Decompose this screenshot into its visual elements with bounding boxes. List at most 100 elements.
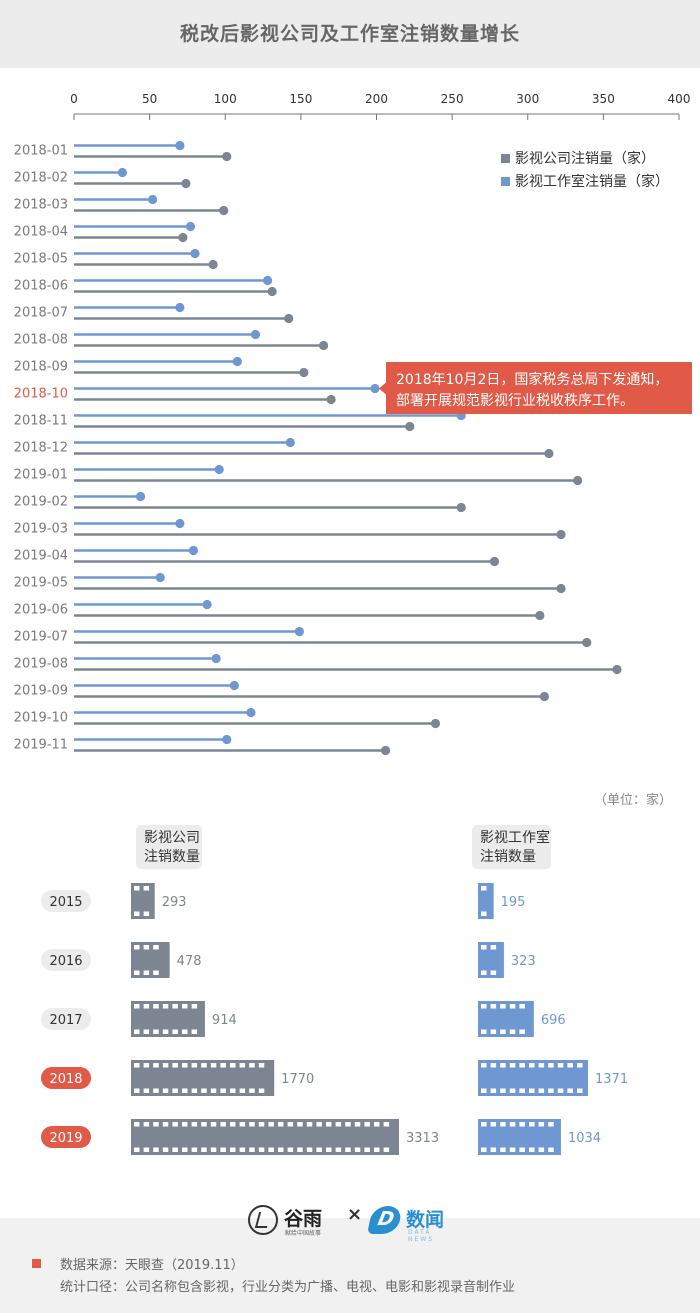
- studio-point-2018-04: [185, 221, 196, 232]
- month-label-2018-09: 2018-09: [14, 360, 68, 375]
- studio-point-2018-08: [250, 329, 261, 340]
- company-bar-2019-hole: [316, 1122, 322, 1127]
- studio-point-2018-07: [175, 302, 185, 313]
- footer-band: [0, 1218, 700, 1313]
- data-source-text: 数据来源：天眼查（2019.11）: [60, 1258, 244, 1273]
- studio-bar-2019-hole: [481, 1147, 487, 1152]
- company-bar-2018-hole: [230, 1088, 236, 1093]
- company-bar-2017-hole: [162, 1029, 169, 1034]
- company-bar-2017-hole: [143, 1004, 150, 1009]
- company-bar-2019-hole: [354, 1122, 361, 1127]
- month-label-2018-10: 2018-10: [14, 387, 68, 402]
- studio-bar-2015-hole: [481, 911, 487, 916]
- unit-note: （单位：家）: [594, 792, 672, 808]
- company-bar-2017-hole: [191, 1029, 198, 1034]
- company-bar-2019-hole: [249, 1147, 255, 1152]
- monthly-lollipop-chart: 0 50 100 150 200 250 300 350 400 2018-01 2018-02 20…: [14, 92, 692, 808]
- company-bar-2019-hole: [383, 1122, 390, 1127]
- studio-bar-2017-hole: [509, 1004, 516, 1009]
- company-point-2019-07: [582, 637, 592, 648]
- studio-point-2019-03: [175, 518, 185, 529]
- studio-bar-2018-hole: [548, 1063, 554, 1068]
- company-bar-2019-hole: [134, 1122, 140, 1127]
- company-bar-2018-hole: [239, 1063, 246, 1068]
- company-bar-2015-hole: [143, 886, 150, 891]
- x-tick-label-350: 350: [592, 92, 615, 106]
- studio-bar-2019-hole: [500, 1147, 506, 1152]
- company-bar-2018-hole: [162, 1063, 169, 1068]
- company-bar-2019-hole: [230, 1147, 236, 1152]
- company-point-2018-01: [222, 151, 232, 162]
- company-point-2018-12: [544, 448, 554, 459]
- year-label-2019: 2019: [49, 1131, 82, 1146]
- shuwen-logo-tagline: DATA NEWS: [408, 1229, 435, 1243]
- company-point-2018-02: [181, 178, 191, 189]
- company-bar-2019-hole: [191, 1122, 198, 1127]
- company-bar-2018-hole: [191, 1063, 198, 1068]
- shuwen-mark-icon: D: [367, 1206, 403, 1234]
- company-bar-2019: [131, 1119, 399, 1155]
- studio-bar-2017-hole: [509, 1029, 516, 1034]
- year-pill-2015: [41, 890, 91, 912]
- studio-value-2015: 195: [501, 895, 526, 910]
- studio-bar-2019-hole: [538, 1122, 545, 1127]
- company-bar-2019-hole: [374, 1147, 380, 1152]
- x-tick-label-250: 250: [441, 92, 464, 106]
- company-bar-2018-hole: [172, 1088, 178, 1093]
- company-bar-2018-hole: [201, 1088, 207, 1093]
- x-tick-label-100: 100: [214, 92, 237, 106]
- company-bar-2016-hole: [143, 945, 150, 950]
- company-bar-2019-hole: [258, 1147, 265, 1152]
- year-label-2016: 2016: [49, 954, 82, 969]
- company-bar-2015-hole: [134, 886, 140, 891]
- studio-point-2019-04: [188, 545, 199, 556]
- legend-swatch-company: [501, 154, 510, 163]
- company-bar-2017-hole: [134, 1004, 140, 1009]
- company-bar-2016-hole: [143, 970, 150, 975]
- company-point-2018-06: [267, 286, 277, 297]
- company-bar-2019-hole: [249, 1122, 255, 1127]
- company-bar-2017-hole: [182, 1029, 188, 1034]
- shuwen-logo-name: 数闻: [406, 1209, 445, 1231]
- company-bar-2017-hole: [143, 1029, 150, 1034]
- company-bar-2019-hole: [201, 1147, 207, 1152]
- company-series-header-line-1: 影视公司: [144, 830, 200, 846]
- company-series-header-line-2: 注销数量: [144, 849, 200, 865]
- month-label-2018-06: 2018-06: [14, 279, 68, 294]
- company-bar-2019-hole: [258, 1122, 265, 1127]
- annotation-line-2: 部署开展规范影视行业税收秩序工作。: [396, 392, 634, 409]
- company-bar-2015-body: [131, 883, 155, 919]
- company-bar-2018-hole: [162, 1088, 169, 1093]
- statistical-scope-text: 统计口径：公司名称包含影视，行业分类为广播、电视、电影和影视录音制作业: [60, 1280, 516, 1295]
- company-point-2018-04: [178, 232, 188, 243]
- x-tick-label-50: 50: [142, 92, 157, 106]
- company-bar-2017-hole: [172, 1029, 178, 1034]
- company-bar-2019-hole: [345, 1147, 351, 1152]
- guyu-logo-name: 谷雨: [284, 1208, 323, 1230]
- annotation-box: [386, 362, 692, 414]
- x-tick-label-0: 0: [70, 92, 78, 106]
- company-bar-2018-hole: [249, 1088, 255, 1093]
- company-bar-2018-hole: [182, 1063, 188, 1068]
- company-bar-2019-hole: [287, 1122, 294, 1127]
- company-bar-2019-hole: [297, 1122, 303, 1127]
- legend-swatch-studio: [501, 177, 510, 186]
- studio-point-2018-06: [263, 275, 273, 286]
- studio-bar-2019-hole: [509, 1147, 516, 1152]
- company-point-2018-11: [405, 421, 415, 432]
- company-point-2018-08: [318, 340, 329, 351]
- company-bar-2018-hole: [210, 1063, 217, 1068]
- company-bar-2017-hole: [182, 1004, 188, 1009]
- company-point-2019-04: [489, 556, 500, 567]
- company-bar-2019-hole: [172, 1122, 178, 1127]
- studio-bar-2017-hole: [500, 1004, 506, 1009]
- company-bar-2015-hole: [143, 911, 150, 916]
- studio-bar-2016-hole: [481, 970, 487, 975]
- x-tick-label-200: 200: [365, 92, 388, 106]
- month-label-2018-07: 2018-07: [14, 306, 68, 321]
- studio-bar-2015-body: [478, 883, 494, 919]
- studio-point-2019-07: [294, 626, 304, 637]
- year-pill-2016: [41, 949, 91, 971]
- month-label-2018-11: 2018-11: [14, 414, 68, 429]
- company-bar-2019-hole: [354, 1147, 361, 1152]
